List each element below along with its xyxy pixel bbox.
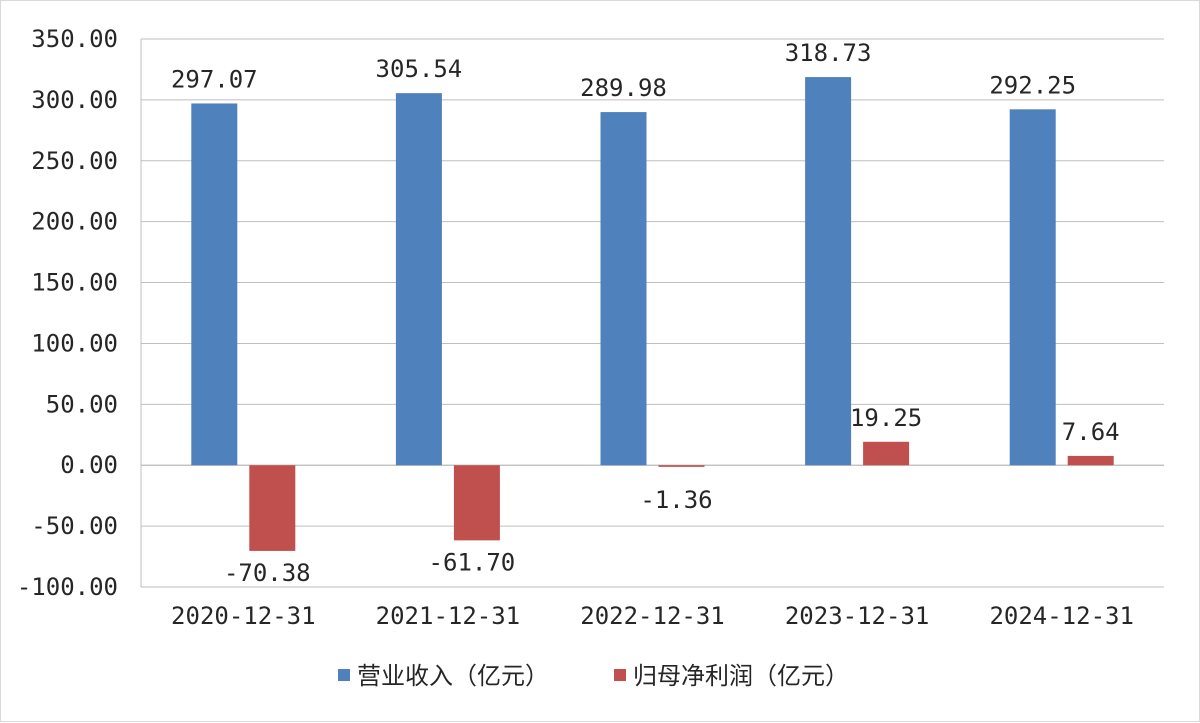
y-tick-label: 350.00: [31, 25, 118, 53]
y-tick-label: 300.00: [31, 86, 118, 114]
legend-label-revenue: 营业收入（亿元）: [357, 662, 549, 690]
data-label-revenue: 289.98: [580, 74, 667, 102]
legend: 营业收入（亿元） 归母净利润（亿元）: [338, 662, 849, 690]
x-tick-label: 2021-12-31: [376, 602, 521, 630]
data-label-revenue: 318.73: [785, 39, 872, 67]
legend-swatch-net-profit: [614, 669, 626, 681]
y-tick-label: 250.00: [31, 147, 118, 175]
y-tick-label: 150.00: [31, 269, 118, 297]
bar-revenue: [600, 112, 647, 466]
data-label-net-profit: 19.25: [850, 404, 922, 432]
bar-revenue: [805, 77, 852, 466]
x-axis: 2020-12-31 2021-12-31 2022-12-31 2023-12-31…: [171, 602, 1134, 630]
bar-revenue: [395, 93, 442, 466]
y-tick-label: 100.00: [31, 329, 118, 357]
bar-revenue: [191, 103, 238, 466]
y-tick-label: 200.00: [31, 208, 118, 236]
data-label-net-profit: -1.36: [640, 486, 712, 514]
y-tick-label: 50.00: [46, 390, 118, 418]
legend-swatch-revenue: [338, 669, 350, 681]
y-tick-label: -50.00: [31, 512, 118, 540]
x-tick-label: 2020-12-31: [171, 602, 316, 630]
data-label-net-profit: -61.70: [429, 548, 516, 576]
y-tick-label: 0.00: [60, 451, 118, 479]
bar-net-profit: [863, 441, 910, 466]
data-label-revenue: 292.25: [989, 71, 1076, 99]
bar-net-profit: [658, 465, 705, 467]
y-tick-label: -100.00: [17, 573, 118, 601]
legend-label-net-profit: 归母净利润（亿元）: [633, 662, 849, 690]
bar-net-profit: [249, 465, 296, 551]
data-label-revenue: 305.54: [376, 55, 463, 83]
x-tick-label: 2023-12-31: [785, 602, 930, 630]
y-axis: -100.00 -50.00 0.00 50.00 100.00 150.00 200.00…: [17, 25, 118, 601]
bar-net-profit: [1067, 455, 1114, 466]
bars: [191, 77, 1114, 551]
data-label-net-profit: -70.38: [224, 559, 311, 587]
gridlines: [140, 38, 1164, 588]
bar-net-profit: [453, 465, 500, 541]
x-tick-label: 2022-12-31: [580, 602, 725, 630]
bar-revenue: [1009, 109, 1056, 466]
data-labels: 297.07 -70.38 305.54 -61.70 289.98 -1.36 318.7…: [171, 39, 1120, 587]
data-label-net-profit: 7.64: [1062, 418, 1120, 446]
x-tick-label: 2024-12-31: [989, 602, 1134, 630]
data-label-revenue: 297.07: [171, 65, 258, 93]
